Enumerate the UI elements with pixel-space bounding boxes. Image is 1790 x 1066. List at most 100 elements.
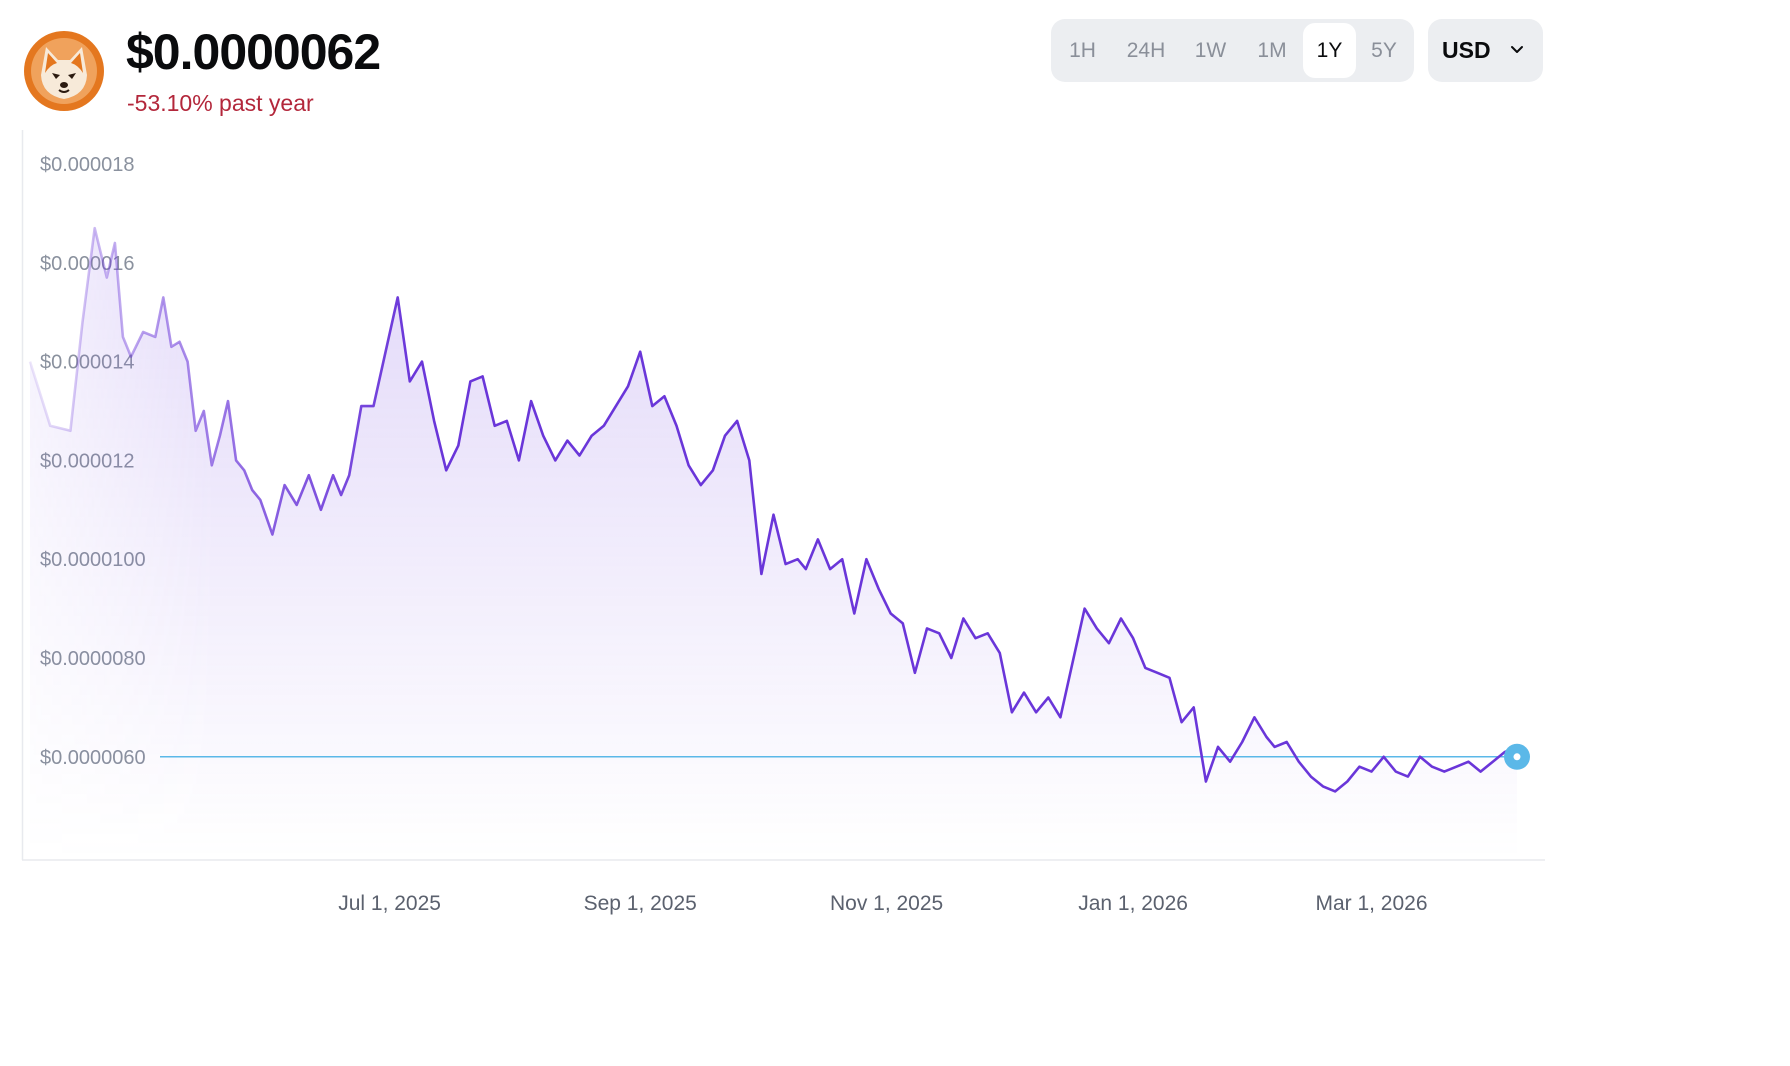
price-point: [432, 419, 436, 423]
range-1h-button[interactable]: 1H: [1069, 39, 1096, 62]
price-point: [93, 226, 97, 230]
range-1w-button[interactable]: 1W: [1194, 39, 1227, 62]
price-point: [1479, 770, 1483, 774]
price-point: [1046, 696, 1050, 700]
price-point: [1418, 755, 1422, 759]
price-point: [1071, 661, 1075, 665]
range-1y-button[interactable]: 1Y: [1303, 23, 1356, 78]
price-point: [650, 404, 654, 408]
price-point: [1382, 755, 1386, 759]
price-point: [456, 444, 460, 448]
y-tick-label: $0.000018: [40, 154, 135, 176]
range-1m-button[interactable]: 1M: [1257, 39, 1287, 62]
price-point: [541, 434, 545, 438]
chevron-down-icon: [1511, 46, 1523, 53]
x-tick-label: Nov 1, 2025: [830, 892, 943, 915]
price-header: $0.0000062 -53.10% past year 1H 24H 1W 1…: [0, 0, 1790, 130]
price-point: [796, 557, 800, 561]
price-point: [925, 626, 929, 630]
price-point: [121, 335, 125, 339]
price-point: [48, 424, 52, 428]
range-5y-button[interactable]: 5Y: [1371, 39, 1397, 62]
price-point: [1228, 760, 1232, 764]
price-point: [759, 572, 763, 576]
price-point: [1095, 626, 1099, 630]
price-point: [517, 458, 521, 462]
price-point: [986, 631, 990, 635]
price-point: [396, 295, 400, 299]
price-point: [307, 473, 311, 477]
current-price-marker: [1504, 743, 1530, 770]
price-point: [1285, 740, 1289, 744]
range-24h-button[interactable]: 24H: [1126, 39, 1166, 62]
price-point: [1083, 607, 1087, 611]
price-area-fill: [30, 228, 1517, 858]
x-tick-label: Sep 1, 2025: [584, 892, 697, 915]
price-point: [194, 429, 198, 433]
price-point: [1168, 676, 1172, 680]
current-price-marker-dot: [1513, 753, 1521, 761]
price-point: [28, 360, 32, 364]
price-point: [1119, 617, 1123, 621]
price-point: [1252, 715, 1256, 719]
price-point: [1131, 636, 1135, 640]
price-point: [1321, 784, 1325, 788]
price-point: [81, 320, 85, 324]
price-point: [169, 345, 173, 349]
price-point: [901, 621, 905, 625]
price-point: [234, 458, 238, 462]
price-point: [864, 557, 868, 561]
price-point: [602, 424, 606, 428]
price-point: [186, 360, 190, 364]
price-point: [828, 567, 832, 571]
price-point: [242, 468, 246, 472]
price-point: [408, 379, 412, 383]
price-point: [852, 612, 856, 616]
price-point: [998, 651, 1002, 655]
price-point: [638, 350, 642, 354]
price-point: [331, 473, 335, 477]
time-range-selector: 1H 24H 1W 1M 1Y 5Y: [1051, 19, 1414, 82]
x-tick-label: Mar 1, 2026: [1315, 892, 1427, 915]
price-point: [226, 399, 230, 403]
price-point: [218, 434, 222, 438]
price-point: [1333, 789, 1337, 793]
currency-label: USD: [1442, 37, 1491, 63]
price-point: [468, 379, 472, 383]
price-point: [113, 241, 117, 245]
price-point: [1192, 705, 1196, 709]
price-point: [258, 498, 262, 502]
price-point: [347, 473, 351, 477]
price-point: [889, 612, 893, 616]
price-point: [675, 424, 679, 428]
price-point: [505, 419, 509, 423]
price-point: [481, 374, 485, 378]
price-point: [1357, 765, 1361, 769]
price-point: [1309, 775, 1313, 779]
price-point: [319, 508, 323, 512]
price-point: [153, 335, 157, 339]
price-point: [295, 503, 299, 507]
price-point: [662, 394, 666, 398]
price-point: [1430, 765, 1434, 769]
y-tick-label: $0.000016: [40, 253, 135, 275]
currency-selector[interactable]: USD: [1428, 19, 1543, 82]
price-point: [1406, 775, 1410, 779]
price-point: [270, 533, 274, 537]
price-point: [129, 355, 133, 359]
price-point: [1034, 710, 1038, 714]
price-point: [772, 513, 776, 517]
price-point: [141, 330, 145, 334]
price-point: [614, 404, 618, 408]
price-point: [1143, 666, 1147, 670]
price-point: [210, 463, 214, 467]
price-point: [339, 493, 343, 497]
price-point: [1491, 760, 1495, 764]
price-point: [1204, 780, 1208, 784]
price-point: [687, 463, 691, 467]
price-point: [1442, 770, 1446, 774]
price-point: [1216, 745, 1220, 749]
price-point: [804, 567, 808, 571]
price-point: [565, 439, 569, 443]
